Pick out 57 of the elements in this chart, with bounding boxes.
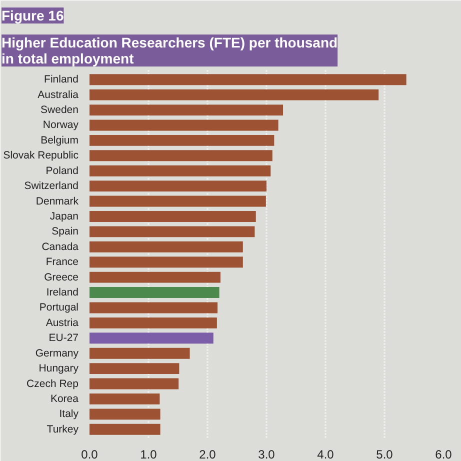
y-tick-label: Ireland [46, 286, 79, 299]
bar [90, 165, 271, 176]
y-tick-label: Poland [46, 164, 79, 177]
bar [90, 348, 190, 359]
x-tick-label: 6.0 [435, 448, 452, 461]
bar [90, 241, 243, 252]
bar [90, 196, 266, 207]
bar [90, 180, 266, 192]
y-tick-label: Finland [44, 74, 79, 86]
y-tick-label: Denmark [36, 195, 80, 208]
y-tick-label: Turkey [46, 423, 80, 436]
bar [90, 332, 214, 344]
y-tick-label: Czech Rep [26, 378, 79, 390]
y-tick-label: Austria [46, 316, 79, 329]
y-tick-label: Sweden [40, 104, 79, 116]
y-tick-label: Hungary [38, 362, 80, 375]
x-tick-label: 4.0 [317, 448, 334, 461]
y-tick-label: Japan [50, 210, 79, 222]
bar [90, 120, 278, 131]
bar [90, 226, 255, 238]
x-tick-label: 2.0 [199, 448, 216, 461]
y-tick-label: France [46, 256, 79, 268]
y-tick-label: Germany [35, 347, 80, 360]
bar [90, 89, 379, 100]
y-tick-label: Spain [52, 226, 79, 238]
bar [90, 272, 220, 283]
y-tick-label: Belgium [40, 134, 79, 146]
bar [90, 104, 284, 116]
bar [90, 150, 272, 162]
bar [90, 302, 218, 314]
bar [90, 211, 256, 222]
x-tick-label: 5.0 [376, 448, 394, 461]
bar [90, 408, 160, 420]
y-tick-label: Portugal [39, 302, 78, 314]
y-tick-label: Greece [44, 271, 79, 284]
bar [90, 424, 160, 435]
x-tick-label: 0.0 [81, 448, 98, 461]
y-tick-label: Australia [38, 88, 79, 101]
chart-title: Higher Education Researchers (FTE) per thousand in total employment [2, 34, 338, 66]
y-tick-label: Slovak Republic [3, 150, 79, 162]
y-tick-label: Canada [42, 240, 79, 253]
bar [90, 74, 406, 86]
x-tick-label: 3.0 [258, 448, 276, 461]
y-tick-label: Italy [59, 408, 80, 420]
x-tick-label: 1.0 [140, 448, 158, 461]
y-tick-label: EU-27 [48, 332, 79, 344]
bar [90, 317, 217, 328]
y-tick-label: Switzerland [24, 180, 79, 192]
bar [90, 134, 274, 146]
bar [90, 256, 243, 268]
bar [90, 363, 180, 374]
bar [90, 393, 160, 404]
caption: Figure 16 [2, 8, 64, 24]
bar [90, 287, 220, 298]
y-tick-label: Korea [50, 392, 79, 405]
y-tick-label: Norway [42, 119, 80, 132]
bar [90, 378, 179, 390]
